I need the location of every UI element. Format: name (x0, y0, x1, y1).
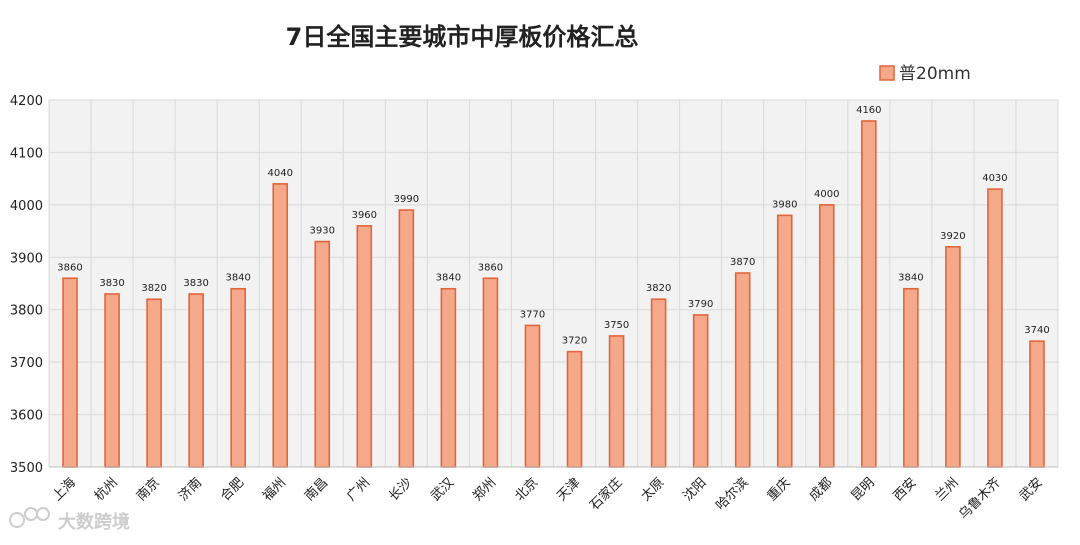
y-tick-label: 4200 (10, 94, 43, 109)
data-label: 3830 (99, 278, 124, 289)
x-tick-label: 成都 (807, 475, 836, 504)
bar (188, 293, 204, 468)
data-label: 3790 (688, 299, 713, 310)
y-tick-label: 3700 (10, 356, 43, 371)
bar (272, 183, 289, 468)
bar (314, 240, 331, 468)
legend: 普20mm (879, 64, 971, 84)
y-tick-label: 3900 (10, 251, 43, 266)
bar (398, 209, 415, 468)
x-tick-label: 太原 (638, 475, 667, 504)
data-label: 3740 (1024, 325, 1049, 336)
bar (987, 188, 1003, 468)
data-label: 4030 (982, 173, 1007, 184)
x-tick-label: 重庆 (764, 475, 794, 505)
watermark-text: 大数跨境 (58, 511, 130, 533)
data-label: 3840 (436, 273, 461, 284)
bar (62, 277, 78, 468)
x-tick-label: 昆明 (849, 475, 878, 504)
x-tick-label: 福州 (260, 475, 289, 504)
bar (566, 350, 583, 468)
bar (146, 298, 162, 468)
bar (356, 225, 373, 468)
x-tick-label: 合肥 (218, 475, 247, 504)
bar (608, 335, 625, 468)
bar (776, 214, 793, 468)
data-label: 3870 (730, 257, 755, 268)
y-tick-label: 3500 (10, 461, 43, 476)
bar (104, 293, 120, 468)
data-label: 3840 (225, 273, 250, 284)
data-label: 3920 (940, 231, 965, 242)
data-label: 3960 (352, 210, 377, 221)
data-label: 3860 (478, 262, 503, 273)
x-tick-label: 杭州 (92, 475, 121, 504)
x-tick-label: 哈尔滨 (713, 475, 752, 514)
bar (692, 314, 709, 468)
data-label: 3980 (772, 199, 797, 210)
data-label: 3750 (604, 320, 629, 331)
bar (818, 204, 835, 468)
x-tick-label: 西安 (891, 475, 920, 504)
data-label: 3820 (646, 283, 671, 294)
x-tick-label: 乌鲁木齐 (956, 475, 1004, 523)
y-tick-label: 4100 (10, 146, 43, 161)
x-tick-label: 北京 (512, 475, 541, 504)
bar (650, 298, 667, 468)
data-label: 3840 (898, 273, 923, 284)
x-tick-label: 广州 (344, 475, 373, 504)
bar (440, 287, 457, 468)
legend-swatch (879, 65, 895, 81)
y-tick-label: 3600 (10, 409, 43, 424)
bar (861, 120, 877, 468)
chart-title: 7日全国主要城市中厚板价格汇总 (286, 23, 639, 51)
x-tick-label: 上海 (50, 475, 79, 504)
x-tick-label: 石家庄 (586, 475, 625, 514)
data-label: 3720 (562, 336, 587, 347)
x-tick-label: 兰州 (933, 475, 962, 504)
x-tick-label: 郑州 (470, 475, 499, 504)
bar (230, 287, 246, 468)
y-tick-label: 4000 (10, 199, 43, 214)
data-label: 3770 (520, 309, 545, 320)
bar (1029, 340, 1045, 468)
data-label: 3930 (310, 226, 335, 237)
bar (734, 272, 751, 468)
bar (945, 246, 961, 468)
data-label: 4040 (268, 168, 293, 179)
x-tick-label: 天津 (554, 475, 583, 504)
x-tick-label: 南京 (133, 475, 163, 505)
data-label: 4000 (814, 189, 839, 200)
data-label: 3990 (394, 194, 419, 205)
x-tick-label: 沈阳 (680, 475, 709, 504)
data-label: 3830 (183, 278, 208, 289)
legend-label: 普20mm (899, 64, 971, 84)
data-label: 3820 (141, 283, 166, 294)
x-tick-label: 南昌 (301, 475, 331, 505)
data-label: 4160 (856, 105, 881, 116)
bar (903, 287, 919, 468)
data-label: 3860 (57, 262, 82, 273)
x-tick-label: 武安 (1017, 475, 1046, 504)
bar (482, 277, 499, 468)
x-tick-label: 济南 (175, 475, 205, 505)
watermark: 大数跨境 (9, 507, 130, 533)
bar (524, 324, 541, 468)
logo-icon (9, 507, 50, 528)
x-tick-label: 长沙 (386, 475, 415, 504)
y-tick-label: 3800 (10, 304, 43, 319)
x-tick-label: 武汉 (428, 475, 457, 504)
